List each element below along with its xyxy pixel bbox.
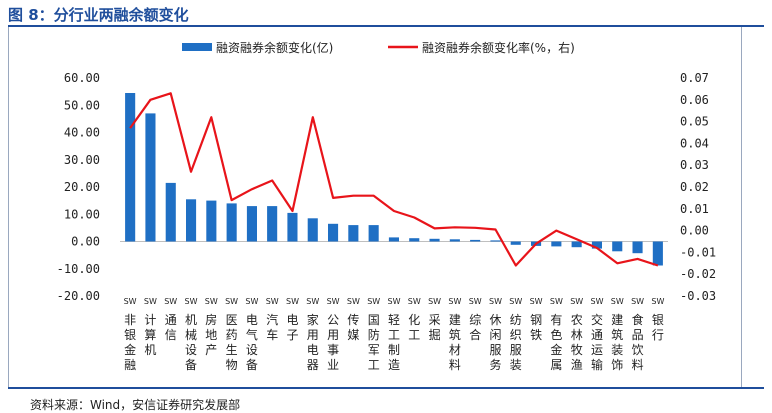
- category-label: SW 有色金属: [550, 297, 563, 372]
- bar: [409, 238, 420, 242]
- legend-bar-swatch: [182, 43, 212, 51]
- right-tick-label: 0.04: [680, 136, 709, 150]
- rate-line-series: [129, 92, 659, 267]
- category-label: SW 农林牧渔: [570, 297, 583, 372]
- category-label: SW 机械设备: [185, 297, 198, 372]
- bar: [287, 212, 298, 242]
- left-tick-label: 60.00: [64, 71, 100, 85]
- bar: [348, 225, 359, 242]
- right-tick-label: 0.06: [680, 93, 709, 107]
- bar: [490, 240, 501, 242]
- category-label: SW 计算机: [144, 297, 157, 357]
- bar: [145, 113, 156, 242]
- category-label: SW 电子: [286, 297, 299, 342]
- title-rule: [8, 25, 764, 27]
- right-tick-label: -0.01: [680, 245, 716, 259]
- category-label: SW 采掘: [428, 297, 441, 342]
- right-tick-label: 0.07: [680, 71, 709, 85]
- bar: [226, 203, 237, 242]
- category-label: SW 综合: [469, 297, 482, 342]
- bar: [612, 241, 623, 252]
- bar: [246, 206, 257, 242]
- legend-line-label: 融资融券余额变化率(%，右): [422, 40, 575, 55]
- category-label: SW 钢铁: [530, 297, 543, 342]
- category-label: SW 房地产: [205, 297, 218, 357]
- bar: [652, 241, 663, 266]
- right-axis-ticks: 0.07 0.06 0.05 0.04 0.03 0.02 0.01 0.00 -0.01 -0.…: [680, 71, 716, 303]
- legend: 融资融券余额变化(亿) 融资融券余额变化率(%，右): [182, 40, 575, 55]
- bar: [551, 241, 562, 247]
- left-tick-label: 40.00: [64, 126, 100, 140]
- bar: [470, 239, 481, 242]
- category-label: SW 建筑装饰: [611, 297, 624, 372]
- bar: [125, 93, 136, 242]
- left-axis-ticks: 60.00 50.00 40.00 30.00 20.00 10.00 0.00 -10.00…: [57, 71, 100, 303]
- bar: [186, 199, 197, 242]
- category-labels: SW 非银金融 SW 计算机 SW 通信 SW 机械设备 SW 房地产 SW 医药生物 SW 电气设备 SW…: [124, 297, 665, 372]
- left-tick-label: 10.00: [64, 207, 100, 221]
- category-label: SW 公用事业: [327, 297, 340, 372]
- right-tick-label: -0.03: [680, 289, 716, 303]
- category-label: SW 通信: [164, 297, 177, 342]
- category-label: SW 非银金融: [124, 297, 137, 372]
- category-label: SW 建筑材料: [448, 297, 461, 372]
- right-tick-label: 0.01: [680, 202, 709, 216]
- bar: [267, 206, 278, 242]
- category-label: SW 国防军工: [367, 297, 380, 372]
- left-tick-label: -20.00: [57, 289, 100, 303]
- right-tick-label: 0.02: [680, 180, 709, 194]
- left-tick-label: 0.00: [71, 235, 100, 249]
- bar-series: [125, 93, 663, 266]
- left-tick-label: 30.00: [64, 153, 100, 167]
- category-label: SW 银行: [651, 297, 664, 342]
- bar: [328, 223, 339, 242]
- figure-title: 图 8：分行业两融余额变化: [8, 6, 189, 24]
- category-label: SW 电气设备: [245, 297, 258, 372]
- left-tick-label: -10.00: [57, 262, 100, 276]
- bar: [632, 241, 643, 254]
- bottom-rule: [8, 387, 764, 389]
- bar: [165, 182, 176, 242]
- category-label: SW 汽车: [266, 297, 279, 342]
- right-tick-label: 0.05: [680, 115, 709, 129]
- category-label: SW 化工: [408, 297, 421, 342]
- chart-frame: [8, 27, 742, 387]
- category-label: SW 食品饮料: [631, 297, 644, 372]
- bar: [307, 218, 318, 242]
- bar: [388, 237, 399, 242]
- legend-bar-label: 融资融券余额变化(亿): [216, 40, 333, 55]
- category-label: SW 传媒: [347, 297, 360, 342]
- bar: [429, 238, 440, 242]
- right-tick-label: -0.02: [680, 267, 716, 281]
- category-label: SW 轻工制造: [388, 297, 401, 372]
- category-label: SW 医药生物: [225, 297, 238, 372]
- category-label: SW 纺织服装: [509, 297, 522, 372]
- category-label: SW 家用电器: [306, 297, 319, 372]
- bar: [510, 241, 521, 245]
- category-label: SW 休闲服务: [489, 297, 502, 372]
- bar: [368, 225, 379, 242]
- right-tick-label: 0.03: [680, 158, 709, 172]
- left-tick-label: 50.00: [64, 98, 100, 112]
- bar: [591, 241, 602, 249]
- left-tick-label: 20.00: [64, 180, 100, 194]
- bar: [571, 241, 582, 248]
- category-label: SW 交通运输: [591, 297, 604, 372]
- right-tick-label: 0.00: [680, 224, 709, 238]
- bar: [449, 239, 460, 242]
- bar: [206, 200, 217, 242]
